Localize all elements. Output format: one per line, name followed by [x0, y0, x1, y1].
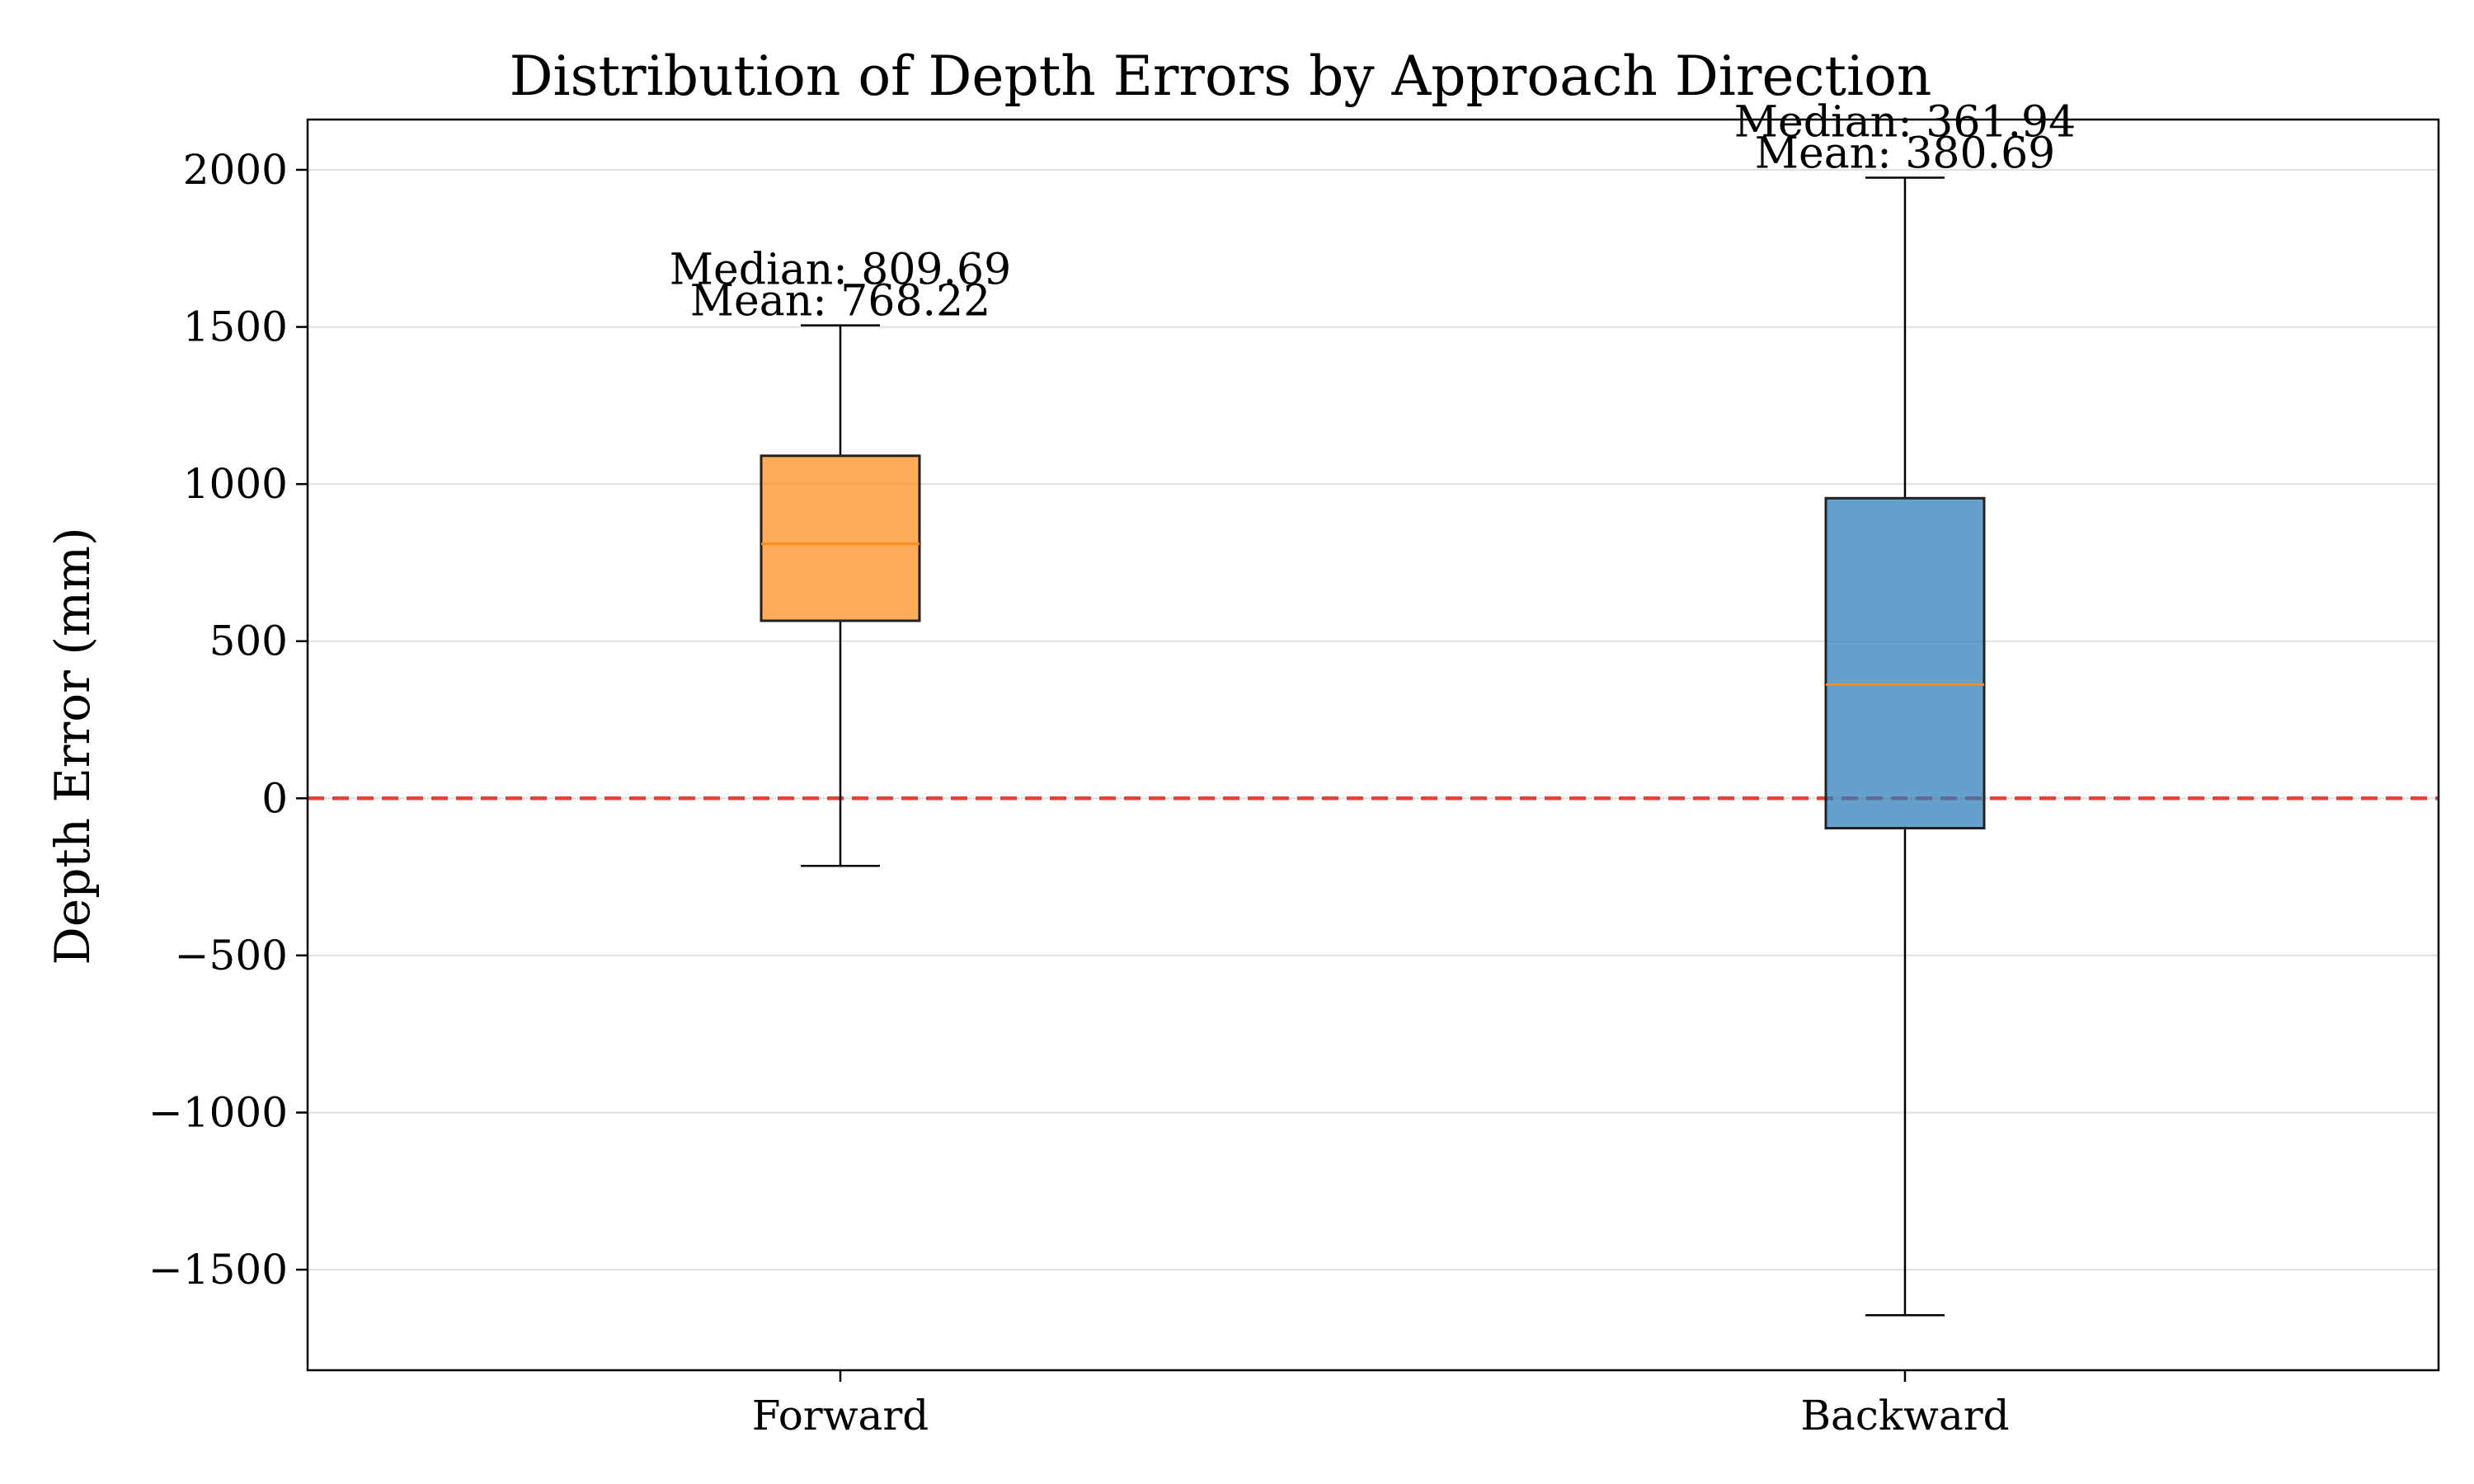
plot-area-frame [306, 118, 2440, 1372]
chart-title: Distribution of Depth Errors by Approach… [510, 45, 1932, 108]
x-tick-label: Backward [1800, 1392, 2009, 1439]
y-tick-label: 1500 [183, 303, 288, 351]
median-annotation: Median: 361.94 [1734, 98, 2076, 148]
iqr-box [1824, 496, 1986, 830]
box-forward [760, 324, 921, 867]
iqr-box [760, 454, 921, 622]
mean-annotation: Mean: 380.69 [1755, 129, 2056, 179]
y-tick-label: −500 [175, 932, 288, 979]
tick-layer: −1500 −1000 −500 0 500 1000 1500 2000 Forward Bac… [148, 146, 2010, 1439]
y-tick-label: 1000 [183, 460, 288, 508]
mean-annotation: Mean: 768.22 [690, 277, 991, 326]
x-tick-label: Forward [752, 1392, 929, 1439]
y-tick-label: −1500 [148, 1246, 288, 1294]
y-tick-label: 0 [261, 774, 288, 822]
y-tick-label: −1000 [148, 1088, 288, 1136]
y-tick-label: 2000 [183, 146, 288, 194]
box-backward [1824, 176, 1986, 1317]
y-axis-label: Depth Error (mm) [45, 527, 101, 965]
boxes-layer [760, 176, 1986, 1317]
y-tick-label: 500 [209, 618, 288, 665]
median-annotation: Median: 809.69 [670, 246, 1011, 295]
grid-lines [308, 168, 2439, 1271]
